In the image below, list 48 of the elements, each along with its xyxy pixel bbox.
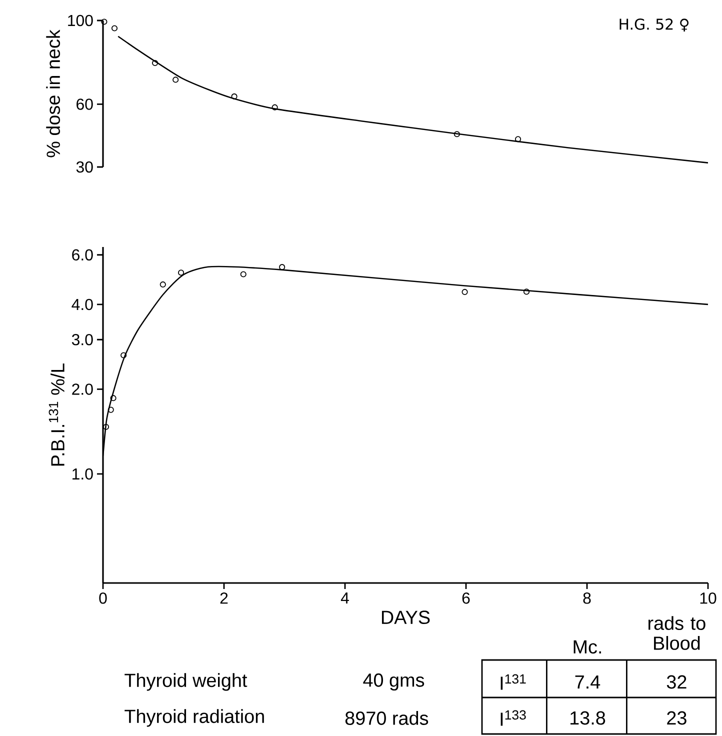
text: Mc. [574, 640, 602, 654]
y-tick-label: 3.0 [72, 334, 93, 346]
text: I$^{133}$ [500, 710, 526, 726]
y-axis-title: % dose in neck [46, 30, 60, 158]
point [160, 281, 166, 288]
x-tick-label: 2 [220, 592, 228, 604]
line-series [117, 36, 708, 164]
point [240, 271, 246, 278]
text: 23 [667, 711, 686, 725]
text: 7.4 [575, 675, 600, 689]
y-tick-label: 100 [68, 14, 93, 26]
y-axis-title: P.B.I.$^{131}$ %/L [48, 363, 64, 466]
x-tick-label: 8 [583, 592, 591, 604]
x-tick-label: 6 [462, 592, 470, 604]
point [514, 136, 522, 142]
text: 32 [666, 675, 686, 689]
point [111, 25, 118, 32]
text: 8970 rads [345, 711, 428, 725]
point [152, 60, 158, 66]
y-tick-label: 60 [76, 98, 93, 110]
text: 13.8 [570, 711, 606, 725]
text: Thyroid weight [124, 673, 248, 691]
point [231, 93, 238, 100]
text: rads to Blood [648, 616, 706, 650]
point [102, 424, 110, 430]
y-tick-label: 1.0 [72, 468, 93, 480]
point [462, 288, 468, 296]
point [108, 406, 114, 413]
point [178, 270, 184, 276]
point [272, 104, 278, 110]
text: I$^{131}$ [500, 674, 526, 690]
point [523, 288, 530, 295]
x-tick-label: 0 [99, 592, 107, 604]
y-tick-label: 2.0 [72, 384, 93, 395]
x-axis-title: DAYS [382, 610, 430, 624]
point [172, 76, 179, 83]
point [101, 18, 108, 25]
x-tick-label: 10 [700, 592, 716, 604]
y-tick-label: 30 [76, 161, 93, 173]
text: 40 gms [363, 673, 424, 691]
y-tick-label: 6.0 [72, 249, 93, 261]
point [120, 352, 127, 358]
y-tick-label: 4.0 [72, 298, 93, 310]
x-tick-label: 4 [340, 592, 349, 604]
point [110, 395, 116, 402]
annotation: H.G. 52 ♀ [620, 18, 689, 32]
point [454, 131, 460, 138]
text: Thyroid radiation [124, 709, 264, 727]
